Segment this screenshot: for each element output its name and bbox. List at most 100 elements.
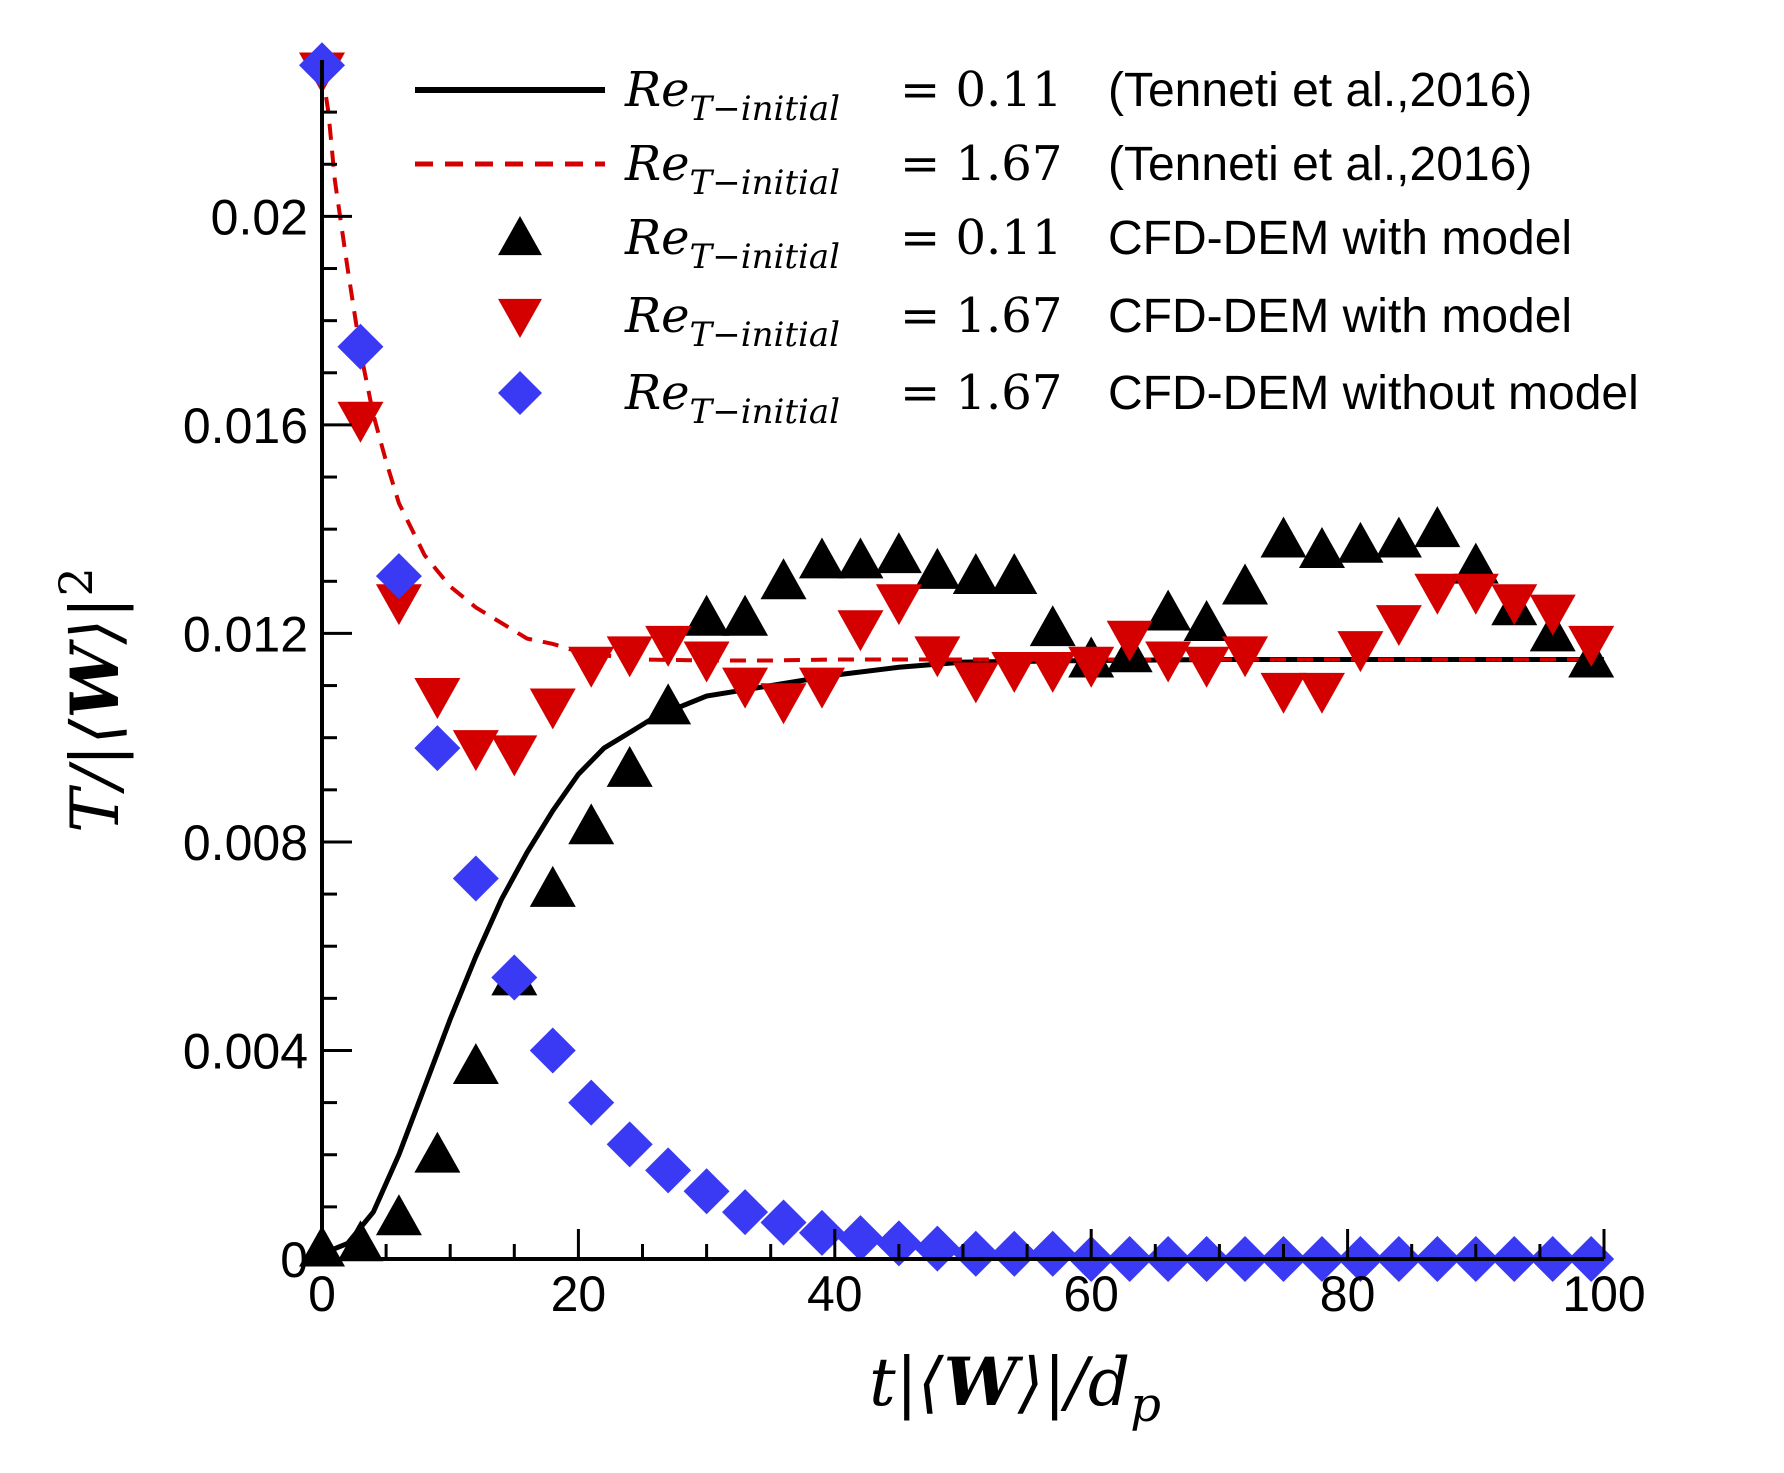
- data-point-triangle-down-23: [1183, 646, 1230, 688]
- data-point-triangle-up-10: [683, 594, 730, 636]
- legend-entry-3: ReT−initial = 1.67 CFD-DEM with model: [498, 288, 1572, 355]
- data-point-triangle-down-5: [491, 735, 538, 777]
- data-point-diamond-8: [606, 1121, 653, 1168]
- data-point-triangle-down-16: [914, 636, 961, 678]
- legend-description: (Tenneti et al.,2016): [1108, 64, 1532, 117]
- data-point-triangle-up-16: [914, 547, 961, 589]
- data-point-diamond-17: [952, 1230, 999, 1277]
- data-point-triangle-up-17: [952, 553, 999, 595]
- legend-math-label: ReT−initial = 0.11: [624, 210, 1062, 277]
- data-point-triangle-up-3: [414, 1131, 461, 1173]
- axis-titles: t|⟨W⟩|/dp T/|⟨W⟩|2: [49, 567, 1161, 1433]
- data-point-triangle-down-10: [683, 641, 730, 683]
- data-point-triangle-down-18: [991, 651, 1038, 693]
- legend: ReT−initial = 0.11 (Tenneti et al.,2016)Re…: [415, 62, 1639, 432]
- data-point-triangle-up-15: [875, 532, 922, 574]
- legend-description: CFD-DEM with model: [1108, 290, 1572, 343]
- data-point-triangle-down-32: [1529, 594, 1576, 636]
- data-point-diamond-4: [452, 855, 499, 902]
- data-point-triangle-down-14: [837, 610, 884, 652]
- axes-layer: 0 20 40 60 80 100 0 0.004 0.008 0.012 0.016 0.02: [183, 60, 1646, 1322]
- legend-entry-1: ReT−initial = 1.67 (Tenneti et al.,2016): [415, 136, 1532, 203]
- x-tick-label: 80: [1320, 1266, 1376, 1322]
- data-point-triangle-down-4: [452, 730, 499, 772]
- x-axis-label: t|⟨W⟩|/dp: [869, 1343, 1161, 1433]
- legend-math-label: ReT−initial = 1.67: [624, 365, 1062, 432]
- data-point-triangle-down-17: [952, 662, 999, 704]
- x-tick-label: 40: [807, 1266, 863, 1322]
- data-point-triangle-up-18: [991, 553, 1038, 595]
- data-point-triangle-down-9: [645, 625, 692, 667]
- legend-marker-swatch: [498, 216, 542, 256]
- data-point-triangle-up-27: [1337, 521, 1384, 563]
- data-point-triangle-up-25: [1260, 516, 1307, 558]
- legend-entry-4: ReT−initial = 1.67 CFD-DEM without model: [498, 365, 1639, 432]
- data-point-triangle-down-27: [1337, 631, 1384, 673]
- data-point-triangle-up-24: [1222, 563, 1269, 605]
- data-point-triangle-up-29: [1414, 506, 1461, 548]
- data-point-triangle-down-25: [1260, 672, 1307, 714]
- data-point-triangle-down-8: [606, 636, 653, 678]
- data-point-diamond-19: [1029, 1230, 1076, 1277]
- data-point-diamond-3: [414, 725, 461, 772]
- data-point-triangle-down-21: [1106, 620, 1153, 662]
- data-point-diamond-2: [375, 553, 422, 600]
- data-point-triangle-down-30: [1452, 573, 1499, 615]
- data-point-triangle-down-26: [1298, 672, 1345, 714]
- legend-marker-swatch: [498, 371, 542, 415]
- data-point-triangle-up-11: [722, 594, 769, 636]
- legend-description: CFD-DEM without model: [1108, 367, 1639, 420]
- data-point-triangle-down-31: [1491, 584, 1538, 626]
- data-point-triangle-down-28: [1375, 605, 1422, 647]
- y-tick-label: 0.004: [183, 1023, 308, 1079]
- data-point-diamond-1: [337, 323, 384, 370]
- legend-description: CFD-DEM with model: [1108, 212, 1572, 265]
- data-point-triangle-up-19: [1029, 605, 1076, 647]
- data-point-triangle-up-28: [1375, 516, 1422, 558]
- data-point-triangle-down-3: [414, 678, 461, 719]
- y-tick-label: 0.012: [183, 606, 308, 662]
- data-point-diamond-9: [645, 1147, 692, 1194]
- data-point-triangle-down-20: [1068, 646, 1115, 688]
- legend-marker-swatch: [498, 298, 542, 338]
- data-point-triangle-down-13: [798, 667, 845, 709]
- data-point-triangle-down-15: [875, 584, 922, 626]
- x-tick-label: 60: [1063, 1266, 1119, 1322]
- data-point-triangle-up-23: [1183, 600, 1230, 641]
- data-point-triangle-up-12: [760, 558, 807, 600]
- data-point-triangle-up-14: [837, 537, 884, 579]
- data-point-triangle-up-22: [1145, 589, 1192, 631]
- data-point-triangle-up-26: [1298, 527, 1345, 568]
- data-point-triangle-up-6: [529, 865, 576, 907]
- data-point-triangle-down-29: [1414, 573, 1461, 615]
- data-point-triangle-up-9: [645, 683, 692, 725]
- legend-entry-2: ReT−initial = 0.11 CFD-DEM with model: [498, 210, 1572, 277]
- data-point-triangle-up-8: [606, 745, 653, 787]
- legend-math-label: ReT−initial = 1.67: [624, 288, 1062, 355]
- data-point-triangle-down-11: [722, 667, 769, 709]
- data-point-triangle-down-33: [1568, 625, 1615, 667]
- data-point-triangle-down-12: [760, 683, 807, 725]
- data-point-triangle-up-7: [568, 803, 615, 845]
- data-point-triangle-down-24: [1222, 636, 1269, 678]
- y-axis-label: T/|⟨W⟩|2: [49, 567, 134, 833]
- data-point-diamond-12: [760, 1199, 807, 1246]
- legend-description: (Tenneti et al.,2016): [1108, 138, 1532, 191]
- legend-math-label: ReT−initial = 0.11: [624, 62, 1062, 129]
- legend-entry-0: ReT−initial = 0.11 (Tenneti et al.,2016): [415, 62, 1532, 129]
- x-tick-label: 0: [308, 1266, 336, 1322]
- data-point-triangle-up-13: [798, 537, 845, 579]
- data-point-triangle-down-7: [568, 646, 615, 688]
- data-point-triangle-up-1: [337, 1220, 384, 1262]
- x-tick-label: 100: [1562, 1266, 1645, 1322]
- data-point-triangle-up-2: [375, 1194, 422, 1236]
- data-point-diamond-6: [529, 1027, 576, 1074]
- y-tick-label: 0: [280, 1232, 308, 1288]
- legend-math-label: ReT−initial = 1.67: [624, 136, 1062, 203]
- data-point-diamond-11: [722, 1189, 769, 1236]
- data-point-triangle-down-6: [529, 688, 576, 730]
- data-point-triangle-up-30: [1452, 542, 1499, 584]
- data-point-diamond-14: [837, 1215, 884, 1262]
- y-tick-label: 0.008: [183, 815, 308, 871]
